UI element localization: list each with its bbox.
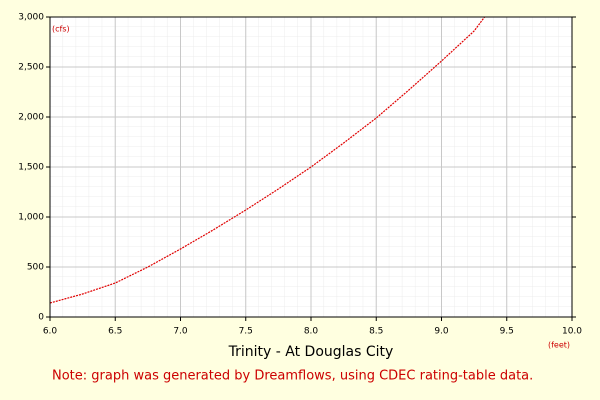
x-tick-label: 10.0 bbox=[562, 327, 582, 337]
note: Note: graph was generated by Dreamflows,… bbox=[52, 369, 533, 384]
y-tick-label: 500 bbox=[27, 263, 44, 273]
x-tick-label: 6.5 bbox=[108, 327, 122, 337]
x-tick-label: 9.5 bbox=[500, 327, 514, 337]
y-tick-label: 2,500 bbox=[18, 63, 44, 73]
chart-title: Trinity - At Douglas City bbox=[228, 344, 394, 360]
y-unit: (cfs) bbox=[52, 25, 70, 34]
y-tick-label: 3,000 bbox=[18, 13, 44, 23]
y-tick-label: 1,000 bbox=[18, 213, 44, 223]
y-tick-label: 1,500 bbox=[18, 163, 44, 173]
x-tick-label: 8.5 bbox=[369, 327, 383, 337]
x-tick-label: 9.0 bbox=[434, 327, 449, 337]
x-tick-label: 7.0 bbox=[173, 327, 188, 337]
data-line bbox=[49, 16, 486, 304]
y-tick-label: 2,000 bbox=[18, 113, 44, 123]
y-tick-label: 0 bbox=[38, 313, 44, 323]
x-tick-label: 6.0 bbox=[43, 327, 58, 337]
x-tick-label: 8.0 bbox=[304, 327, 319, 337]
x-unit: (feet) bbox=[548, 341, 570, 350]
x-tick-label: 7.5 bbox=[239, 327, 253, 337]
